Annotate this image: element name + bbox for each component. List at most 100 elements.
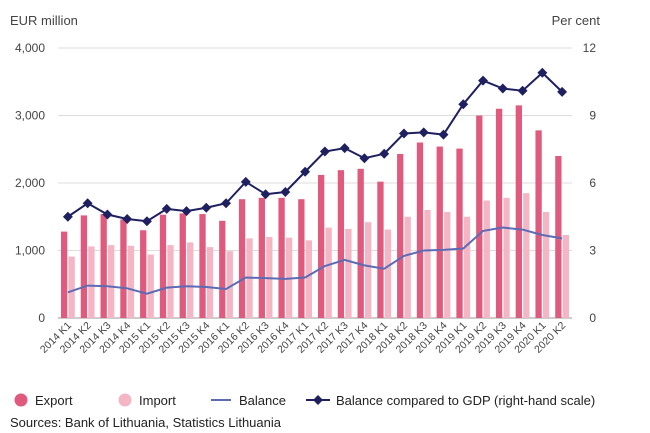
balance-gdp-marker <box>221 198 231 209</box>
left-tick-label: 1,000 <box>15 244 45 258</box>
bar-import <box>404 216 411 318</box>
lines <box>62 67 568 295</box>
bar-export <box>80 215 88 318</box>
balance-gdp-line <box>67 71 563 223</box>
bar-export <box>100 214 107 318</box>
legend-item-export: Export <box>14 393 73 408</box>
bar-import <box>167 245 174 318</box>
bar-import <box>562 234 570 318</box>
bar-export <box>120 219 127 318</box>
right-tick-label: 6 <box>589 176 596 190</box>
gridlines <box>58 47 572 319</box>
bar-export <box>436 146 443 318</box>
bar-import <box>305 240 313 318</box>
bar-export <box>179 213 186 318</box>
legend-label-import: Import <box>139 393 176 408</box>
balance-gdp-marker <box>102 209 113 220</box>
bar-import <box>523 193 530 318</box>
balance-gdp-marker <box>517 85 528 96</box>
balance-gdp-marker <box>418 127 429 138</box>
left-tick-label: 2,000 <box>15 176 45 190</box>
bar-import <box>108 245 115 318</box>
bar-import <box>444 212 451 318</box>
right-axis-ticks: 0 3 6 9 12 <box>583 41 597 325</box>
left-axis-title: EUR million <box>10 13 78 28</box>
bar-export <box>298 199 305 318</box>
legend-item-balance-gdp: Balance compared to GDP (right-hand scal… <box>306 393 595 408</box>
bar-import <box>147 254 154 318</box>
right-tick-label: 0 <box>589 311 596 325</box>
balance-gdp-marker <box>497 83 508 94</box>
balance-gdp-marker <box>142 216 152 227</box>
left-tick-label: 0 <box>38 311 45 325</box>
bar-export <box>278 197 285 318</box>
balance-gdp-marker <box>161 203 172 214</box>
bar-export <box>535 130 542 318</box>
balance-gdp-marker <box>359 153 370 164</box>
legend-swatch-import <box>118 393 132 407</box>
bar-import <box>206 247 214 318</box>
source-text: Sources: Bank of Lithuania, Statistics L… <box>10 415 282 430</box>
legend-label-balance: Balance <box>239 393 286 408</box>
bar-export <box>159 214 167 318</box>
balance-gdp-marker <box>399 128 409 139</box>
right-tick-label: 9 <box>589 109 596 123</box>
bar-import <box>226 251 233 318</box>
balance-gdp-marker <box>379 148 390 159</box>
balance-gdp-marker <box>201 202 212 213</box>
bar-import <box>384 229 392 318</box>
bar-export <box>60 231 68 318</box>
balance-gdp-marker <box>300 166 311 177</box>
balance-gdp-marker <box>280 187 291 197</box>
bar-import <box>463 216 471 318</box>
balance-gdp-marker <box>557 86 568 97</box>
bars <box>60 105 570 318</box>
left-tick-label: 4,000 <box>15 41 45 55</box>
legend-item-import: Import <box>118 393 176 408</box>
bar-export <box>258 197 265 318</box>
bar-export <box>140 230 147 318</box>
right-axis-title: Per cent <box>552 13 601 28</box>
legend-swatch-export <box>14 393 28 407</box>
bar-import <box>365 222 372 318</box>
bar-import <box>424 210 431 318</box>
bar-import <box>68 256 75 318</box>
bar-import <box>88 246 95 318</box>
right-tick-label: 12 <box>583 41 597 55</box>
bar-export <box>456 148 463 318</box>
bar-import <box>127 245 135 318</box>
balance-gdp-marker <box>319 146 330 157</box>
bar-export <box>317 174 325 318</box>
legend-swatch-balance-gdp-marker <box>313 395 323 405</box>
bar-export <box>416 142 424 318</box>
bar-export <box>357 168 364 318</box>
balance-gdp-marker <box>82 198 93 209</box>
bar-import <box>345 228 352 318</box>
balance-gdp-marker <box>181 206 192 217</box>
bar-export <box>219 220 226 318</box>
bar-export <box>515 105 522 318</box>
balance-gdp-marker <box>438 129 449 140</box>
legend: Export Import Balance Balance compared t… <box>14 393 595 408</box>
bar-export <box>238 199 246 318</box>
bar-import <box>187 242 194 318</box>
balance-gdp-marker <box>62 211 73 222</box>
bar-export <box>377 181 384 318</box>
balance-gdp-marker <box>339 143 350 154</box>
balance-gdp-marker <box>122 214 133 224</box>
legend-label-balance-gdp: Balance compared to GDP (right-hand scal… <box>336 393 595 408</box>
legend-label-export: Export <box>35 393 73 408</box>
left-axis-ticks: 0 1,000 2,000 3,000 4,000 <box>15 41 45 325</box>
bar-export <box>337 170 345 318</box>
bar-import <box>483 200 490 318</box>
bar-import <box>542 212 550 318</box>
bar-import <box>503 197 510 318</box>
bar-export <box>495 108 503 318</box>
legend-item-balance: Balance <box>211 393 286 408</box>
bar-import <box>325 227 332 318</box>
balance-gdp-marker <box>240 176 251 187</box>
bar-export <box>199 214 206 318</box>
balance-gdp-marker <box>537 67 548 78</box>
